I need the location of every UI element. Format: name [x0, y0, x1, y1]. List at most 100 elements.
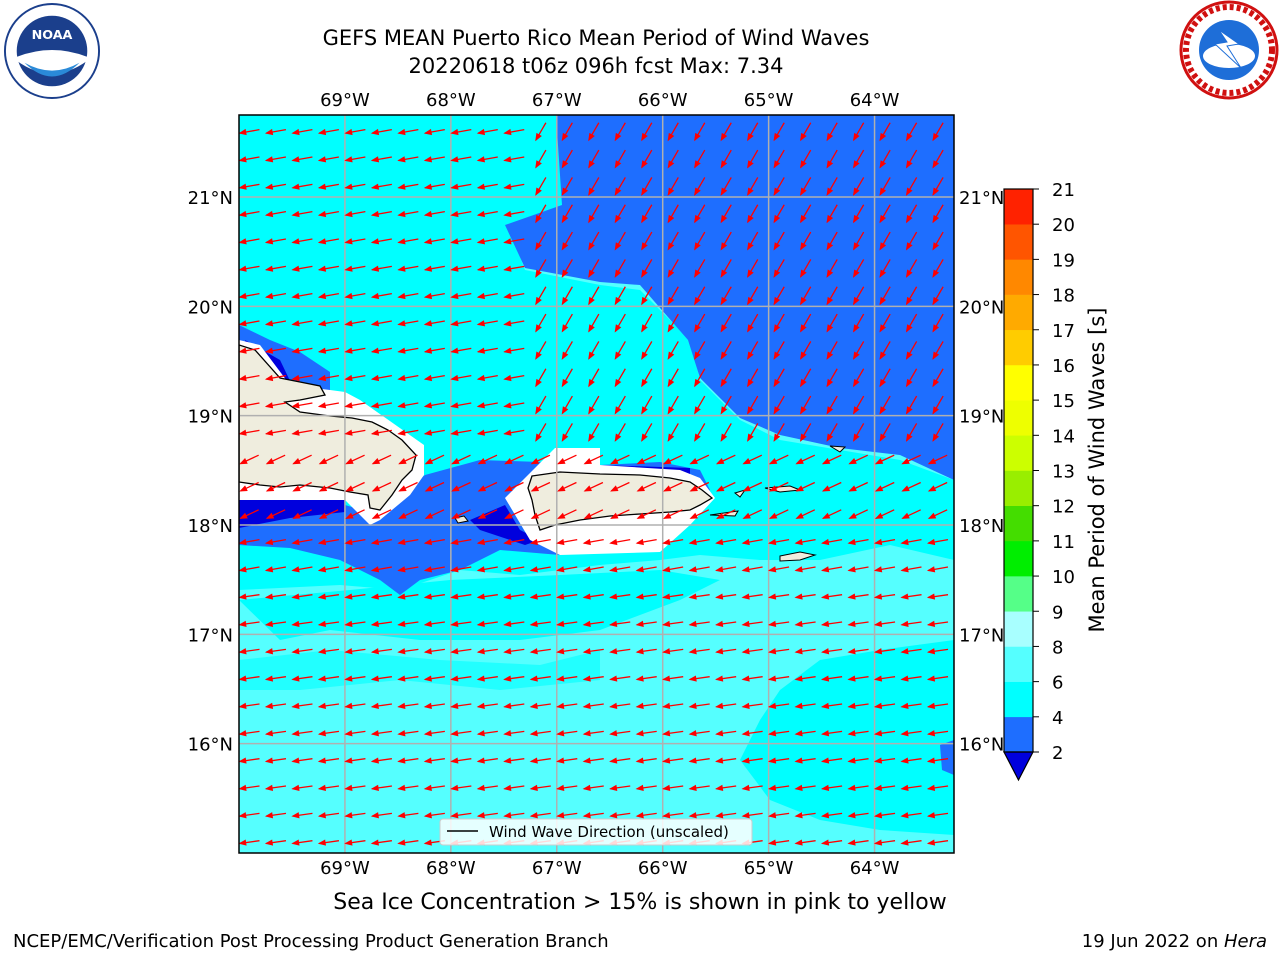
wind-arrow: [582, 784, 604, 791]
wind-arrow: [317, 402, 339, 409]
wind-arrow: [641, 423, 653, 442]
wind-arrow: [641, 177, 653, 196]
wind-arrow: [291, 593, 313, 600]
wind-arrow: [720, 231, 732, 251]
wind-arrow: [662, 566, 684, 573]
nws-logo: [1179, 0, 1279, 100]
wind-arrow: [614, 177, 626, 196]
wind-arrow: [635, 784, 657, 791]
wind-arrow: [847, 566, 869, 573]
wind-arrow: [932, 204, 944, 224]
colorbar-swatch: [1004, 259, 1033, 295]
wind-arrow: [662, 538, 684, 546]
wind-arrow: [561, 122, 573, 142]
wind-arrow: [535, 122, 547, 142]
wind-arrow: [264, 839, 287, 846]
wind-arrow: [614, 395, 626, 415]
wind-arrow: [688, 593, 710, 600]
wind-arrow: [767, 675, 790, 682]
wind-arrow: [773, 231, 785, 251]
footer-organization: NCEP/EMC/Verification Post Processing Pr…: [13, 931, 609, 952]
wind-arrow: [317, 347, 339, 354]
wind-arrow: [826, 395, 838, 415]
wind-arrow: [476, 210, 498, 218]
wind-arrow: [535, 341, 547, 360]
wind-arrow: [264, 128, 287, 136]
wind-arrow: [715, 620, 737, 627]
wind-arrow: [926, 839, 949, 846]
wind-arrow: [317, 757, 340, 764]
wind-arrow: [397, 265, 419, 272]
wind-arrow: [879, 259, 891, 278]
map-panel: [239, 115, 954, 853]
lon-tick-label: 68°W: [426, 90, 476, 111]
wind-arrow: [450, 210, 472, 218]
wind-arrow: [318, 454, 339, 465]
wind-arrow: [873, 784, 896, 791]
wind-arrow: [927, 509, 948, 519]
wind-arrow: [476, 620, 498, 627]
wind-arrow: [582, 593, 604, 600]
wind-arrow: [614, 231, 626, 251]
wind-arrow: [795, 509, 816, 519]
wind-arrow: [794, 675, 816, 682]
wind-arrow: [370, 156, 392, 163]
lat-ticks-left: 21°N 20°N 19°N 18°N 17°N 16°N: [188, 188, 233, 756]
lon-tick-label: 64°W: [850, 90, 900, 111]
wind-arrow: [635, 675, 657, 682]
wind-arrow: [905, 286, 918, 306]
wind-arrow: [588, 149, 600, 169]
wind-arrow: [773, 177, 785, 196]
wind-arrow: [504, 509, 524, 519]
wind-arrow: [450, 648, 472, 655]
wind-arrow: [847, 730, 869, 737]
wind-arrow: [370, 839, 392, 846]
wind-arrow: [450, 292, 472, 300]
wind-arrow: [694, 259, 706, 278]
wind-arrow: [423, 593, 445, 600]
wind-arrow: [794, 839, 816, 846]
wind-arrow: [450, 402, 472, 409]
wind-arrow: [932, 313, 944, 333]
wind-arrow: [900, 593, 922, 600]
wind-arrow: [371, 454, 392, 465]
colorbar-label: Mean Period of Wind Waves [s]: [1085, 308, 1109, 633]
wind-arrow: [741, 784, 763, 791]
wind-arrow: [662, 757, 684, 764]
wind-arrow: [264, 566, 287, 573]
wind-arrow: [932, 423, 944, 442]
wind-arrow: [926, 538, 949, 546]
wind-arrow: [667, 286, 679, 306]
wind-arrow: [747, 313, 759, 333]
wind-arrow: [423, 702, 445, 709]
wind-arrow: [535, 231, 547, 251]
wind-arrow: [370, 648, 392, 655]
wind-arrow: [265, 509, 286, 519]
wind-arrow: [476, 757, 498, 764]
wind-arrow: [561, 204, 573, 224]
wind-arrow: [662, 593, 684, 600]
wind-arrow: [610, 454, 630, 465]
wind-arrow: [450, 730, 472, 737]
wind-arrow: [397, 238, 419, 245]
wind-arrow: [715, 702, 737, 709]
wind-arrow: [588, 204, 600, 224]
wind-arrow: [767, 648, 790, 655]
lat-tick-label: 18°N: [959, 516, 1004, 537]
wind-arrow: [450, 183, 472, 190]
colorbar-swatch: [1004, 540, 1033, 577]
wind-arrow: [317, 839, 340, 846]
wind-arrow: [715, 593, 737, 600]
wind-arrow: [370, 183, 392, 190]
wind-arrow: [423, 757, 445, 764]
wind-arrow: [423, 347, 445, 354]
wind-arrow: [476, 128, 498, 136]
wind-arrow: [503, 812, 525, 819]
wind-arrow: [476, 156, 498, 163]
wind-arrow: [370, 210, 392, 218]
wind-arrow: [905, 231, 918, 251]
wind-arrow: [767, 593, 790, 600]
wind-arrow: [773, 395, 785, 415]
wind-arrow: [317, 128, 339, 136]
wind-arrow: [239, 320, 260, 327]
